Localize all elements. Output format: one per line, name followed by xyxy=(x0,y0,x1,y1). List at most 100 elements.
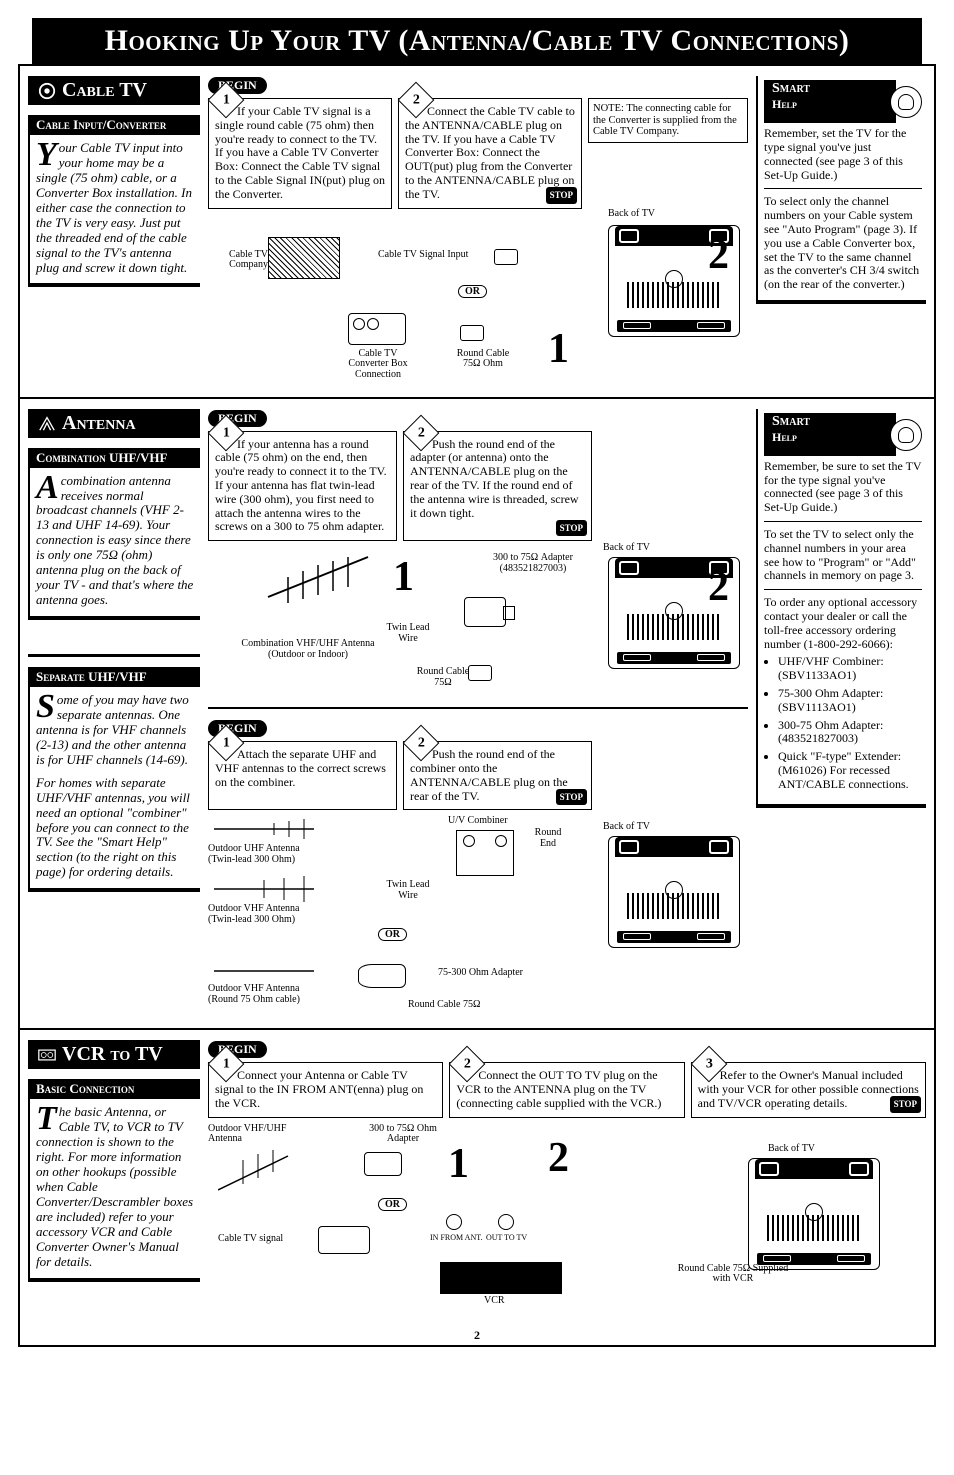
cap-outant: Outdoor VHF/UHF Antenna xyxy=(208,1124,298,1145)
ant-step-2-text: Push the round end of the adapter (or an… xyxy=(410,437,579,520)
ant-smart-p1: Remember, be sure to set the TV for the … xyxy=(764,460,922,515)
cap-backtv3: Back of TV xyxy=(768,1144,815,1155)
content-frame: Cable TV Cable Input/Converter Y our Cab… xyxy=(18,64,936,1347)
ant-smart-p3: To order any optional accessory contact … xyxy=(764,596,922,651)
smart-p1: Remember, set the TV for the type signal… xyxy=(764,127,922,182)
smart-p2: To select only the channel numbers on yo… xyxy=(764,195,922,292)
cap-twin: Twin Lead Wire xyxy=(378,623,438,644)
vcr-step-1: 1 Connect your Antenna or Cable TV signa… xyxy=(208,1062,443,1117)
cap-combo: Combination VHF/UHF Antenna (Outdoor or … xyxy=(238,639,378,660)
cap-backtv: Back of TV xyxy=(603,543,650,554)
antenna-tab-label: Antenna xyxy=(62,412,136,435)
big-2: 2 xyxy=(708,231,729,279)
separate-diagram: Outdoor UHF Antenna (Twin-lead 300 Ohm) … xyxy=(208,816,748,1016)
antenna-sep-intro: S ome of you may have two separate anten… xyxy=(28,687,200,892)
or-badge: OR xyxy=(378,928,407,941)
cap-vhfr: Outdoor VHF Antenna (Round 75 Ohm cable) xyxy=(208,984,318,1005)
cable-note: NOTE: The connecting cable for the Conve… xyxy=(588,98,748,143)
antenna-dropcap: A xyxy=(36,474,61,502)
antenna-smart-help: Smart Help Remember, be sure to set the … xyxy=(756,409,926,808)
yagi-icon xyxy=(258,547,378,607)
antenna-diagram: Combination VHF/UHF Antenna (Outdoor or … xyxy=(208,547,748,697)
ant-step-1: 1 If your antenna has a round cable (75 … xyxy=(208,431,397,542)
section-vcr: VCR to TV Basic Connection T he basic An… xyxy=(20,1028,934,1325)
vcr-diagram: Outdoor VHF/UHF Antenna 300 to 75Ω Ohm A… xyxy=(208,1124,926,1314)
cap-infrom: IN FROM ANT. xyxy=(430,1234,483,1242)
cable-plug-icon xyxy=(38,82,56,100)
vcr-step-2: 2 Connect the OUT TO TV plug on the VCR … xyxy=(449,1062,684,1117)
vhf-round-icon xyxy=(214,958,314,984)
sep-step-2-text: Push the round end of the combiner onto … xyxy=(410,747,568,802)
cable-subtab: Cable Input/Converter xyxy=(28,115,200,135)
cap-backtv: Back of TV xyxy=(608,209,655,220)
stop-badge: STOP xyxy=(556,789,587,805)
vcr-intro: T he basic Antenna, or Cable TV, to VCR … xyxy=(28,1099,200,1281)
antenna-intro: A combination antenna receives normal br… xyxy=(28,468,200,620)
cap-re: Round End xyxy=(528,828,568,849)
antenna-sep-intro-text: ome of you may have two separate antenna… xyxy=(36,692,189,767)
vcr-subtab: Basic Connection xyxy=(28,1079,200,1099)
accessory-list: UHF/VHF Combiner: (SBV1133AO1) 75-300 Oh… xyxy=(778,655,922,791)
cap-round3: Round Cable 75Ω Supplied with VCR xyxy=(668,1264,798,1285)
cable-step-1-text: If your Cable TV signal is a single roun… xyxy=(215,104,385,201)
antenna-tab: Antenna xyxy=(28,409,200,438)
sep-step-2: 2 Push the round end of the combiner ont… xyxy=(403,741,592,810)
cable-diagram: Cable TV Company Cable TV Signal Input O… xyxy=(208,215,748,385)
ant-smart-p2: To set the TV to select only the channel… xyxy=(764,528,922,583)
cap-conv: Cable TV Converter Box Connection xyxy=(338,349,418,381)
vcr-intro-text: he basic Antenna, or Cable TV, to VCR to… xyxy=(36,1104,193,1268)
stop-badge: STOP xyxy=(890,1096,921,1112)
cable-tab: Cable TV xyxy=(28,76,200,105)
ant-step-1-text: If your antenna has a round cable (75 oh… xyxy=(215,437,387,534)
out-ant-icon xyxy=(218,1150,298,1194)
cable-smart-help: Smart Help Remember, set the TV for the … xyxy=(756,76,926,304)
acc-item: UHF/VHF Combiner: (SBV1133AO1) xyxy=(778,655,922,683)
cable-tab-label: Cable TV xyxy=(62,79,147,102)
antenna-sep-intro2: For homes with separate UHF/VHF antennas… xyxy=(36,776,196,881)
vcr-step-2-text: Connect the OUT TO TV plug on the VCR to… xyxy=(456,1068,661,1110)
antenna-sep-dropcap: S xyxy=(36,693,57,721)
stop-badge: STOP xyxy=(546,187,577,203)
sep-step-1: 1 Attach the separate UHF and VHF antenn… xyxy=(208,741,397,810)
cap-vhf: Outdoor VHF Antenna (Twin-lead 300 Ohm) xyxy=(208,904,318,925)
smart-title: Smart xyxy=(772,81,810,96)
cable-dropcap: Y xyxy=(36,141,59,169)
antenna-subtab: Combination UHF/VHF xyxy=(28,448,200,468)
big-1: 1 xyxy=(393,553,414,601)
vcr-tab: VCR to TV xyxy=(28,1040,200,1069)
cap-adapter: 300 to 75Ω Adapter (483521827003) xyxy=(488,553,578,574)
cap-adpt: 75-300 Ohm Adapter xyxy=(438,968,523,979)
lightbulb-icon xyxy=(890,86,922,118)
or-badge: OR xyxy=(458,285,487,298)
cap-adapter: 300 to 75Ω Ohm Adapter xyxy=(358,1124,448,1145)
vcr-step-3: 3 Refer to the Owner's Manual included w… xyxy=(691,1062,926,1117)
section-antenna: Antenna Combination UHF/VHF A combinatio… xyxy=(20,397,934,1029)
page-title: Hooking Up Your TV (Antenna/Cable TV Con… xyxy=(18,18,936,64)
cap-rc: Round Cable 75Ω xyxy=(408,1000,480,1011)
cap-twin2: Twin Lead Wire xyxy=(378,880,438,901)
section-cable: Cable TV Cable Input/Converter Y our Cab… xyxy=(20,66,934,397)
big-2: 2 xyxy=(708,563,729,611)
vhf-antenna-icon xyxy=(214,876,314,902)
cable-step-2: 2 Connect the Cable TV cable to the ANTE… xyxy=(398,98,582,209)
ant-step-2: 2 Push the round end of the adapter (or … xyxy=(403,431,592,542)
cap-comb: U/V Combiner xyxy=(448,816,508,827)
vcr-icon xyxy=(38,1046,56,1064)
big-1: 1 xyxy=(448,1140,469,1188)
page-number: 2 xyxy=(20,1326,934,1345)
cap-cable-co: Cable TV Company xyxy=(208,250,268,271)
antenna-sep-subtab: Separate UHF/VHF xyxy=(28,667,200,687)
acc-item: 300-75 Ohm Adapter: (483521827003) xyxy=(778,719,922,747)
cap-uhf: Outdoor UHF Antenna (Twin-lead 300 Ohm) xyxy=(208,844,318,865)
cable-intro: Y our Cable TV input into your home may … xyxy=(28,135,200,287)
antenna-icon xyxy=(38,414,56,432)
cap-signal: Cable TV Signal Input xyxy=(378,250,468,261)
big-2: 2 xyxy=(548,1134,569,1182)
cap-outto: OUT TO TV xyxy=(486,1234,527,1242)
cap-round: Round Cable 75Ω Ohm xyxy=(448,349,518,370)
big-1: 1 xyxy=(548,325,569,373)
acc-item: 75-300 Ohm Adapter: (SBV1113AO1) xyxy=(778,687,922,715)
stop-badge: STOP xyxy=(556,520,587,536)
cable-intro-text: our Cable TV input into your home may be… xyxy=(36,140,192,275)
vcr-dropcap: T xyxy=(36,1105,59,1133)
